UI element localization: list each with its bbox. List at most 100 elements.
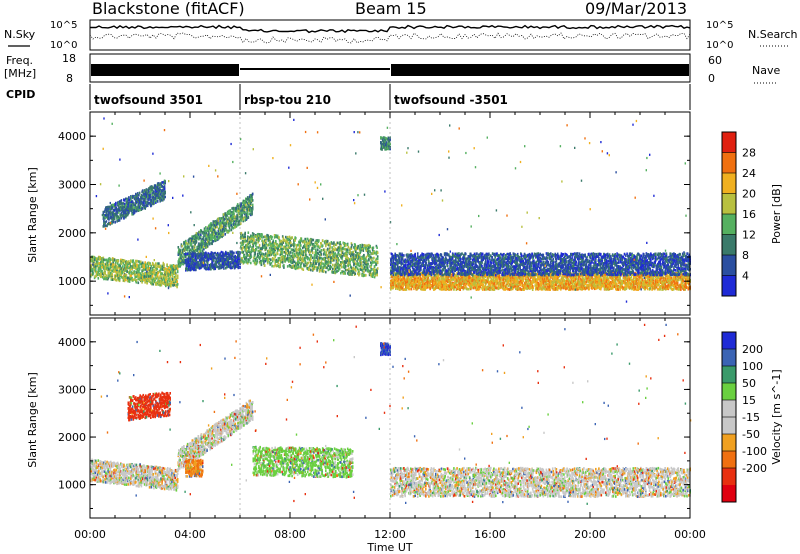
data-cell [339,241,341,244]
data-cell [237,210,240,214]
data-cell [221,228,224,231]
data-cell [185,255,187,258]
data-cell [215,230,217,234]
data-cell [171,268,173,271]
data-cell [261,252,264,256]
noise-tick-right-top: 10^5 [706,20,733,31]
data-cell [115,261,117,264]
data-cell [340,263,343,266]
data-cell [121,271,123,274]
data-cell [91,268,93,271]
data-cell [202,243,205,246]
data-cell [242,246,245,249]
data-cell [188,266,190,269]
data-cell [196,264,198,267]
data-cell [204,265,206,269]
data-cell [346,243,349,247]
data-cell [233,219,236,223]
data-cell [331,242,333,245]
data-cell [348,267,350,270]
data-cell [306,242,308,245]
data-cell [130,199,132,203]
data-cell [197,265,200,268]
data-cell [242,218,245,221]
freq-traces [91,64,689,76]
data-cell [320,253,323,256]
data-cell [155,262,157,265]
data-cell [211,260,214,264]
data-cell [251,210,253,214]
data-cell [244,237,246,241]
data-cell [240,204,243,207]
freq-segment [91,64,239,76]
data-cell [246,213,249,217]
data-cell [251,240,253,244]
data-cell [234,225,236,228]
data-cell [266,249,269,253]
data-cell [255,247,258,251]
data-cell [131,200,134,204]
data-cell [258,244,261,247]
data-cell [127,262,130,265]
data-cell [285,249,287,252]
data-cell [125,209,127,212]
data-cell [225,226,227,230]
data-cell [232,219,235,223]
data-cell [243,207,245,211]
data-cell [253,239,255,242]
data-cell [310,254,313,257]
data-cell [347,246,350,249]
data-cell [204,234,206,238]
data-cell [253,242,255,245]
data-cell [150,204,153,207]
data-cell [114,221,116,224]
data-cell [300,262,303,265]
data-cell [277,261,280,265]
data-cell [191,245,194,249]
data-cell [376,257,379,260]
data-cell [103,269,106,272]
data-cell [243,254,246,258]
data-cell [213,228,216,232]
data-cell [223,267,225,270]
data-cell [193,237,196,241]
data-cell [240,222,242,225]
data-cell [232,206,235,210]
data-cell [263,243,266,247]
data-cell [140,260,142,264]
data-cell [105,274,108,277]
data-cell [113,204,115,208]
data-cell [186,249,189,252]
data-cell [270,242,272,246]
data-cell [163,268,166,271]
data-cell [255,244,257,247]
data-cell [114,267,116,271]
data-cell [296,258,299,261]
data-cell [325,242,328,245]
data-cell [246,205,249,209]
data-cell [108,266,110,269]
data-cell [120,205,122,209]
data-cell [111,273,113,277]
data-cell [340,265,343,269]
data-cell [308,245,310,249]
data-cell [123,259,126,263]
data-cell [126,208,128,211]
data-cell [352,250,355,254]
data-cell [284,245,286,249]
data-cell [142,195,145,199]
data-cell [125,207,127,210]
data-cell [223,258,226,261]
data-cell [115,274,117,278]
noise-tick-left-bottom: 10^0 [50,40,77,51]
data-cell [120,260,123,264]
data-cell [133,270,136,273]
data-cell [247,254,250,257]
data-cell [214,239,216,243]
data-cell [254,260,256,263]
data-cell [311,250,313,253]
data-cell [90,273,93,276]
data-cell [212,252,215,255]
data-cell [276,244,279,247]
data-cell [298,257,300,260]
